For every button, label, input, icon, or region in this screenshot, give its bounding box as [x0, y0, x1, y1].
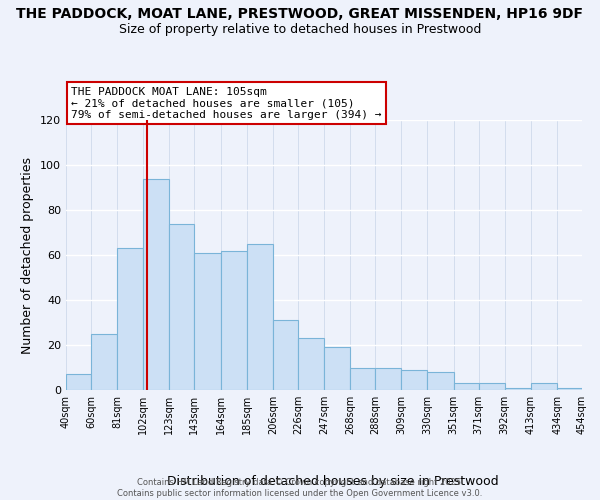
Bar: [350, 368, 375, 390]
Text: Contains HM Land Registry data © Crown copyright and database right 2025.
Contai: Contains HM Land Registry data © Crown c…: [118, 478, 482, 498]
Bar: [505, 388, 531, 390]
Bar: [66, 374, 91, 390]
Bar: [324, 347, 350, 390]
Bar: [169, 224, 194, 390]
Text: THE PADDOCK, MOAT LANE, PRESTWOOD, GREAT MISSENDEN, HP16 9DF: THE PADDOCK, MOAT LANE, PRESTWOOD, GREAT…: [17, 8, 583, 22]
Bar: [117, 248, 143, 390]
Bar: [454, 383, 479, 390]
Text: THE PADDOCK MOAT LANE: 105sqm
← 21% of detached houses are smaller (105)
79% of : THE PADDOCK MOAT LANE: 105sqm ← 21% of d…: [71, 87, 382, 120]
Bar: [401, 370, 427, 390]
Bar: [194, 253, 221, 390]
Text: Size of property relative to detached houses in Prestwood: Size of property relative to detached ho…: [119, 22, 481, 36]
Bar: [557, 388, 582, 390]
Bar: [531, 383, 557, 390]
Y-axis label: Number of detached properties: Number of detached properties: [22, 156, 34, 354]
Bar: [479, 383, 505, 390]
Bar: [221, 250, 247, 390]
Bar: [91, 334, 117, 390]
Bar: [375, 368, 401, 390]
Bar: [247, 244, 273, 390]
Bar: [427, 372, 454, 390]
Bar: [273, 320, 298, 390]
Text: Distribution of detached houses by size in Prestwood: Distribution of detached houses by size …: [167, 474, 499, 488]
Bar: [298, 338, 324, 390]
Bar: [143, 178, 169, 390]
